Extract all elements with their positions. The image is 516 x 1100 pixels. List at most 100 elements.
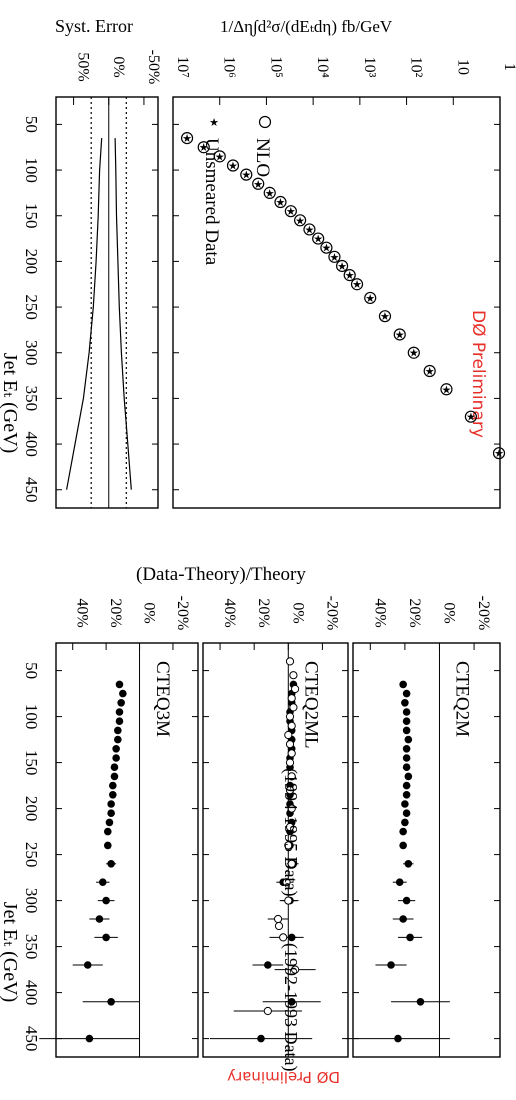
cteq3m-point (114, 726, 122, 735)
nlo-point (263, 186, 276, 199)
nlo-point (328, 250, 341, 263)
cteq2ml-ytick-label: -20% (323, 596, 340, 631)
syst-upper-line (66, 138, 103, 490)
cteq3m-point (112, 754, 120, 762)
cteq2ml-point (264, 961, 272, 969)
cteq2ml-frame (202, 642, 349, 1058)
cteq2ml-open-point (289, 671, 298, 680)
nlo-point (364, 291, 377, 305)
cteq2ml-open-point (284, 841, 293, 850)
cteq2m-point (401, 818, 409, 827)
cteq3m-frame (55, 642, 199, 1058)
syst-ytick-label: 50% (75, 52, 92, 81)
syst-ytick-label: -50% (145, 50, 162, 85)
cteq3m-ytick-label: 20% (107, 598, 124, 627)
xsec-ytick-label: 10⁷ (174, 56, 191, 78)
data-star-point: ★ (352, 279, 362, 291)
data-star-point: ★ (442, 384, 452, 396)
nlo-point (350, 278, 364, 291)
data-star-point: ★ (380, 311, 390, 323)
cteq3m-point (109, 781, 117, 790)
cteq2m-point (416, 998, 425, 1006)
xsec-ytick-label: 10⁵ (267, 56, 284, 78)
nlo-point (303, 223, 316, 236)
cteq2m-point (387, 961, 395, 969)
syst-lower-line (114, 138, 132, 490)
legend-nlo-marker (258, 115, 272, 129)
nlo-point (464, 410, 477, 423)
nlo-point (320, 241, 333, 254)
cteq2ml-open-point (291, 965, 300, 974)
data-star-point: ★ (182, 133, 192, 145)
xsec-ytick-label: 10 (454, 59, 471, 75)
data-star-point: ★ (466, 412, 476, 424)
cteq2ml-open-point (285, 786, 295, 795)
cross-section-label: 1/Δη∫d²σ/(dEₜdη) fb/GeV (220, 17, 393, 37)
cteq2ml-open-point (284, 730, 293, 740)
cteq2m-ytick-label: 0% (440, 602, 457, 623)
cteq2m-point (399, 680, 407, 689)
cteq3m-xtick-label: 250 (22, 842, 41, 868)
cteq3m-point (112, 745, 120, 753)
cteq3m-point (102, 896, 110, 905)
data-star-point: ★ (330, 252, 340, 264)
cteq2m-point (399, 841, 407, 850)
data-star-point: ★ (265, 188, 275, 200)
syst-xtick-label: 150 (22, 203, 41, 229)
syst-xtick-label: 300 (22, 340, 41, 366)
cteq3m-xtick-label: 450 (22, 1026, 41, 1052)
legend-nlo-label: NLO (252, 138, 273, 177)
cteq3m-point (83, 961, 92, 969)
nlo-point (252, 177, 265, 190)
cteq2ml-open-point (287, 772, 296, 781)
cteq2ml-open-point (285, 822, 295, 832)
cteq2m-point (402, 708, 411, 716)
cteq2m-point (402, 726, 411, 735)
cteq3m-point (114, 735, 122, 744)
cteq2m-point (399, 915, 407, 923)
cteq3m-xtick-label: 150 (22, 750, 41, 776)
cteq2m-point (402, 896, 411, 905)
legend-data-label: Unsmeared Data (201, 138, 222, 266)
nlo-point (492, 447, 506, 460)
cteq2ml-point (287, 998, 296, 1006)
data-star-point: ★ (395, 329, 405, 341)
cteq2ml-open-point (287, 804, 296, 813)
nlo-point (180, 132, 194, 145)
syst-error-label: Syst. Error (55, 16, 133, 36)
syst-ytick-label: 0% (110, 56, 127, 77)
cteq2ml-open-point (289, 703, 298, 712)
cteq2m-point (402, 781, 411, 790)
cteq2ml-open-point (273, 914, 283, 924)
syst-xtick-label: 400 (22, 431, 41, 457)
xsec-ytick-label: 10⁴ (314, 56, 331, 78)
cteq3m-point (119, 689, 127, 698)
xsec-ytick-label: 10² (408, 57, 425, 78)
cteq2m-point (395, 878, 404, 886)
cteq3m-point (107, 860, 115, 868)
cteq3m-point (117, 699, 125, 707)
cteq2m-point (404, 772, 413, 781)
cteq3m-point (105, 818, 114, 827)
cteq3m-point (107, 998, 115, 1006)
cteq3m-point (107, 800, 115, 808)
legend-1992-marker (274, 921, 284, 931)
cteq2m-point (404, 860, 413, 868)
cteq3m-point (110, 772, 119, 781)
data-star-point: ★ (425, 366, 435, 378)
cteq2ml-open-point (287, 694, 296, 703)
nlo-point (407, 346, 420, 359)
cteq3m-ytick-label: 0% (141, 602, 158, 623)
cteq3m-xtick-label: 50 (22, 662, 41, 679)
syst-frame (55, 96, 159, 509)
cteq2m-ytick-label: -20% (475, 596, 492, 631)
cteq2ml-open-point (285, 740, 295, 749)
cteq2m-point (402, 754, 411, 762)
cteq3m-ytick-label: -20% (174, 596, 191, 631)
cteq3m-point (109, 791, 117, 799)
cteq3m-point (103, 841, 112, 850)
nlo-point (226, 159, 240, 172)
data-star-point: ★ (345, 270, 355, 282)
cteq2ml-open-point (285, 657, 295, 666)
